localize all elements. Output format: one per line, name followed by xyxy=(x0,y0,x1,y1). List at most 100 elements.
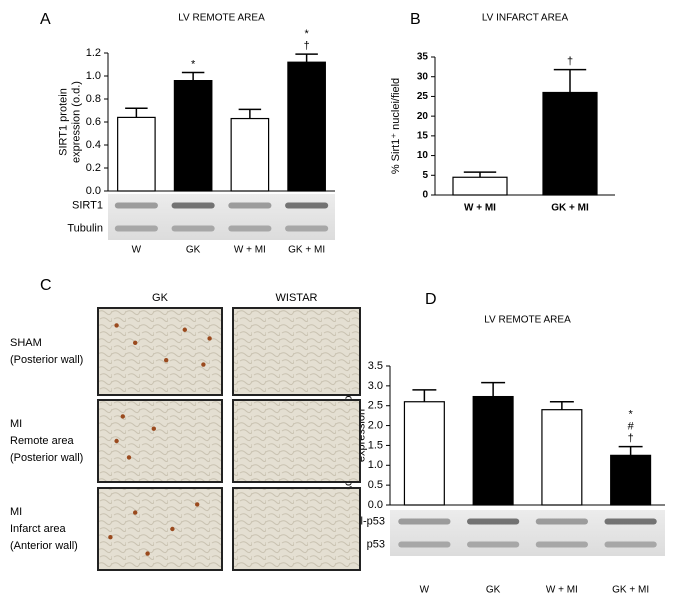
x-tick-label: W + MI xyxy=(546,585,578,596)
y-tick-label: 10 xyxy=(417,150,429,161)
y-tick-label: 3.0 xyxy=(368,380,383,392)
y-tick-label: 20 xyxy=(417,111,429,122)
y-tick-label: 2.0 xyxy=(368,419,383,431)
y-tick-label: 0.4 xyxy=(86,139,101,151)
row-label: MI xyxy=(10,506,22,518)
y-tick-label: 0.8 xyxy=(86,93,101,105)
bar xyxy=(173,79,213,192)
significance-mark: # xyxy=(628,421,635,433)
y-tick-label: 0 xyxy=(422,190,428,201)
blot-band xyxy=(114,225,158,232)
blot-label: SIRT1 xyxy=(72,199,103,211)
x-tick-label: W xyxy=(132,245,142,256)
bar xyxy=(452,176,508,196)
y-tick-label: 15 xyxy=(417,130,429,141)
bar xyxy=(610,454,652,506)
y-tick-label: 30 xyxy=(417,71,429,82)
y-tick-label: 3.5 xyxy=(368,360,383,372)
chart-title: LV INFARCT AREA xyxy=(482,13,569,24)
bar xyxy=(287,61,326,192)
stained-nucleus xyxy=(108,535,113,540)
y-tick-label: 0.5 xyxy=(368,479,383,491)
chart-title: LV REMOTE AREA xyxy=(178,13,265,24)
blot-band xyxy=(398,518,451,525)
row-label: SHAM xyxy=(10,337,42,349)
x-tick-label: GK + MI xyxy=(551,203,589,214)
x-tick-label: GK xyxy=(486,585,501,596)
blot-band xyxy=(228,225,272,232)
blot-band xyxy=(604,541,657,548)
stained-nucleus xyxy=(164,358,169,363)
stained-nucleus xyxy=(114,323,119,328)
row-label: Infarct area xyxy=(10,523,67,535)
panel-letter: B xyxy=(410,11,421,28)
column-header: GK xyxy=(152,292,169,304)
blot-band xyxy=(467,518,520,525)
bar xyxy=(230,117,270,192)
panel-letter: D xyxy=(425,291,437,308)
bar xyxy=(117,116,156,192)
micrograph xyxy=(232,399,361,483)
stained-nucleus xyxy=(120,414,126,419)
blot-band xyxy=(114,202,158,209)
y-axis-label: % Sirt1⁺ nuclei/field xyxy=(390,78,402,174)
blot-band xyxy=(535,541,588,548)
column-header: WISTAR xyxy=(276,292,318,304)
y-axis-label: SIRT1 protein xyxy=(57,88,69,156)
y-tick-label: 0.0 xyxy=(368,499,383,511)
blot-band xyxy=(228,202,272,209)
bar xyxy=(541,409,583,506)
stained-nucleus xyxy=(114,438,119,444)
stained-nucleus xyxy=(170,526,175,532)
x-tick-label: GK + MI xyxy=(612,585,649,596)
stained-nucleus xyxy=(133,340,138,345)
y-tick-label: 1.2 xyxy=(86,47,101,59)
row-label: (Posterior wall) xyxy=(10,354,83,366)
row-label: (Posterior wall) xyxy=(10,452,83,464)
stained-nucleus xyxy=(126,455,132,460)
blot-band xyxy=(467,541,520,548)
micrograph xyxy=(97,307,223,396)
significance-mark: † xyxy=(567,56,573,68)
stained-nucleus xyxy=(151,426,156,431)
y-tick-label: 1.0 xyxy=(86,70,101,82)
significance-mark: * xyxy=(191,58,196,70)
blot-band xyxy=(171,202,215,209)
significance-mark: † xyxy=(628,433,634,445)
blot-band xyxy=(285,225,329,232)
stained-nucleus xyxy=(195,502,200,507)
y-tick-label: 35 xyxy=(417,52,429,63)
panel-letter: C xyxy=(40,277,52,294)
blot-band xyxy=(171,225,215,232)
blot-background xyxy=(390,510,665,556)
x-tick-label: W + MI xyxy=(234,245,266,256)
chart-title: LV REMOTE AREA xyxy=(484,315,571,326)
x-tick-label: GK xyxy=(186,245,201,256)
bar xyxy=(542,91,598,196)
significance-mark: † xyxy=(304,40,310,52)
y-tick-label: 5 xyxy=(422,170,428,181)
blot-band xyxy=(398,541,451,548)
stained-nucleus xyxy=(182,327,187,332)
y-tick-label: 0.2 xyxy=(86,162,101,174)
y-axis-label: expression (o.d.) xyxy=(70,81,82,163)
row-label: MI xyxy=(10,418,22,430)
micrograph xyxy=(97,487,223,571)
stained-nucleus xyxy=(133,510,138,515)
y-tick-label: 2.5 xyxy=(368,400,383,412)
x-tick-label: GK + MI xyxy=(288,245,325,256)
blot-label: Tubulin xyxy=(67,222,103,234)
stained-nucleus xyxy=(145,551,150,556)
bar xyxy=(403,401,445,506)
y-tick-label: 1.0 xyxy=(368,459,383,471)
row-label: Remote area xyxy=(10,435,74,447)
micrograph xyxy=(232,307,361,396)
significance-mark: * xyxy=(304,28,309,40)
x-tick-label: W xyxy=(420,585,430,596)
x-tick-label: W + MI xyxy=(464,203,496,214)
y-tick-label: 0.0 xyxy=(86,185,101,197)
blot-background xyxy=(108,194,335,240)
row-label: (Anterior wall) xyxy=(10,540,78,552)
significance-mark: * xyxy=(628,409,633,421)
